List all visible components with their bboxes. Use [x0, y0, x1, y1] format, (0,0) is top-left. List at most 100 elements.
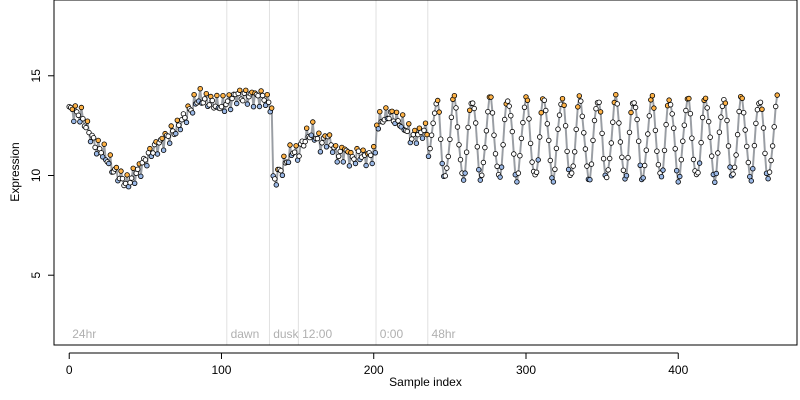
data-point — [578, 98, 584, 104]
data-point — [69, 106, 75, 112]
data-point — [681, 122, 687, 128]
data-point — [718, 114, 724, 120]
data-point — [626, 129, 633, 136]
data-point — [451, 92, 458, 99]
data-point — [533, 169, 540, 175]
data-point — [422, 120, 429, 126]
data-point — [291, 149, 298, 155]
data-point — [610, 119, 616, 125]
data-lines — [68, 87, 779, 188]
y-tick-label: 5 — [29, 272, 43, 279]
data-point — [273, 182, 279, 188]
data-point — [448, 114, 455, 120]
data-point — [285, 159, 292, 165]
data-point — [587, 176, 593, 183]
data-point — [128, 175, 135, 181]
data-point — [660, 167, 666, 173]
data-point — [351, 156, 357, 162]
data-point — [642, 162, 648, 169]
data-point — [389, 108, 395, 114]
data-point — [649, 92, 656, 99]
data-point — [412, 127, 418, 134]
data-point — [564, 148, 570, 155]
data-point — [646, 113, 652, 119]
data-point — [477, 177, 483, 183]
data-point — [189, 110, 196, 116]
data-point — [757, 99, 764, 105]
data-point — [616, 120, 622, 126]
data-point — [302, 138, 308, 145]
data-point — [543, 107, 549, 114]
data-point — [651, 105, 657, 111]
data-point — [201, 96, 208, 102]
data-point — [561, 102, 567, 108]
data-point — [371, 143, 377, 150]
data-point — [509, 128, 515, 135]
data-point — [704, 105, 710, 111]
data-point — [675, 179, 681, 185]
data-point — [599, 130, 605, 137]
data-point — [706, 118, 712, 125]
y-axis: 5 10 15 — [29, 69, 55, 279]
data-point — [83, 124, 89, 131]
data-point — [334, 159, 340, 165]
data-point — [517, 152, 523, 159]
data-point — [527, 140, 534, 147]
data-point — [579, 113, 585, 119]
data-point — [106, 160, 112, 167]
data-point — [690, 156, 697, 163]
data-point — [605, 167, 611, 173]
data-point — [687, 110, 694, 117]
data-point — [730, 171, 736, 177]
data-point — [150, 150, 156, 156]
data-point — [352, 160, 359, 167]
data-point — [177, 126, 184, 133]
data-point — [733, 152, 739, 158]
segment-labels: 24hr dawn dusk 12:00 0:00 48hr — [72, 327, 455, 341]
data-point — [537, 134, 543, 140]
data-point — [214, 92, 220, 99]
data-point — [742, 127, 748, 133]
data-point — [736, 108, 742, 115]
x-tick-label: 100 — [211, 363, 231, 377]
data-point — [565, 166, 572, 173]
data-point — [546, 137, 552, 144]
data-point — [310, 119, 316, 125]
data-point — [712, 179, 718, 185]
data-point — [326, 132, 333, 138]
data-point — [435, 97, 441, 104]
data-point — [689, 135, 695, 141]
data-point — [168, 123, 174, 129]
data-point — [713, 170, 719, 177]
data-point — [769, 143, 776, 149]
data-point — [409, 136, 415, 142]
data-point — [92, 144, 98, 151]
x-tick-label: 300 — [516, 363, 536, 377]
data-point — [220, 92, 226, 99]
data-point — [669, 111, 675, 117]
data-point — [632, 104, 639, 111]
data-point — [498, 164, 505, 170]
data-point — [683, 107, 689, 114]
data-point — [518, 135, 525, 142]
data-point — [224, 98, 231, 104]
data-point — [753, 120, 759, 127]
data-point — [453, 105, 459, 111]
data-point — [473, 120, 479, 126]
data-point — [264, 91, 270, 98]
data-point — [166, 140, 173, 146]
data-point — [562, 123, 569, 129]
data-point — [293, 143, 299, 149]
data-point — [497, 174, 503, 180]
data-point — [346, 163, 353, 169]
data-point — [386, 115, 392, 122]
data-point — [430, 120, 436, 126]
data-point — [520, 119, 526, 126]
data-point — [524, 97, 531, 103]
data-point — [695, 169, 701, 176]
data-point — [281, 153, 287, 159]
data-point — [393, 109, 400, 115]
data-point — [590, 137, 596, 144]
data-point — [620, 167, 627, 173]
data-point — [447, 136, 453, 143]
